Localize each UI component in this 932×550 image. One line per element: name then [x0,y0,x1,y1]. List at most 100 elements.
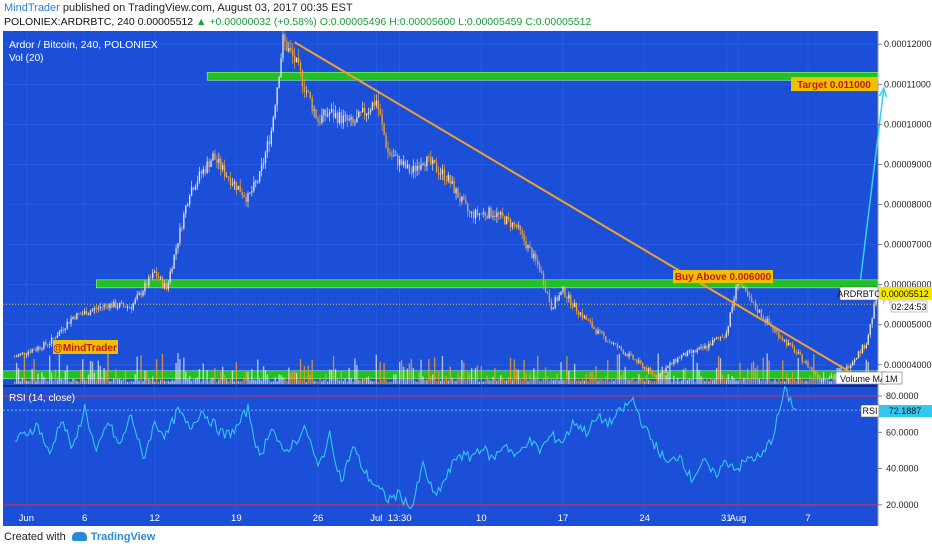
candle-body [785,339,788,346]
volume-bar [365,377,368,384]
volume-bar [39,380,41,384]
volume-bar [54,369,57,384]
candle-body [344,115,346,117]
tradingview-brand[interactable]: TradingView [90,531,156,543]
volume-bar [503,380,506,384]
candle-body [509,219,512,227]
author-link[interactable]: MindTrader [4,2,60,14]
chart-area[interactable]: 0.00012000 0.00011000 0.00010000 0.00009000… [0,25,932,526]
candle-body [535,253,537,261]
volume-bar [443,379,446,384]
main-panel[interactable] [3,31,878,386]
candle-body [678,357,681,359]
volume-bar [653,380,656,384]
volume-bar [550,378,553,384]
volume-bar [78,381,80,384]
candle-body [583,315,586,318]
candle-body [774,329,776,331]
rsi-panel[interactable] [3,386,878,509]
footer: Created with TradingView [4,531,155,543]
volume-bar [414,380,416,384]
volume-bar [393,374,395,384]
candle-body [622,350,624,355]
candle-body [70,318,72,324]
volume-bar [122,378,125,384]
volume-bar [527,380,529,384]
candle-body [315,109,317,119]
candle-body [284,34,286,42]
volume-bar [632,377,634,384]
candle-body [657,377,659,379]
candle-body [766,318,768,323]
candle-body [638,360,640,363]
candle-body [408,164,411,173]
candle-body [616,343,619,348]
volume-bar [764,380,766,384]
price-axis[interactable] [878,31,932,526]
candle-body [227,176,230,179]
target-zone [206,71,879,81]
volume-bar [657,353,659,384]
candle-body [523,234,525,241]
volume-bar [295,372,298,384]
volume-bar [83,379,86,384]
volume-bar [498,378,500,384]
volume-bar [103,367,105,384]
volume-bar [161,353,164,384]
volume-bar [686,380,689,384]
volume-bar [397,380,399,384]
candle-body [579,312,582,315]
volume-bar [756,365,759,384]
candle-body [301,70,304,87]
candle-body [146,283,148,286]
candle-body [597,330,599,334]
candle-body [665,367,667,373]
volume-bar [235,362,238,384]
volume-bar [597,380,599,384]
candle-body [352,117,354,123]
candle-body [350,117,352,120]
candle-body [354,122,356,124]
candle-body [430,156,432,164]
volume-bar [601,379,603,384]
candle-body [124,306,127,308]
candle-body [422,163,424,165]
volume-bar [449,366,451,384]
volume-bar [253,379,255,384]
volume-bar [700,376,702,384]
volume-bar [540,380,543,384]
volume-bar [521,380,523,384]
volume-bar [488,379,490,384]
candle-body [871,318,873,325]
candle-body [645,367,648,372]
candle-body [295,57,298,62]
candle-body [225,176,228,178]
volume-bar [257,359,259,384]
volume-bar [150,380,152,384]
candle-body [128,306,131,308]
volume-bar [132,381,134,384]
time-tick-label: 17 [558,513,569,524]
ohlc-low-value: 0.00005459 [466,16,523,28]
volume-bar [208,380,210,384]
volume-bar [721,374,724,384]
price-tag-value: 0.00005512 [881,289,929,299]
chart-svg[interactable]: 0.00012000 0.00011000 0.00010000 0.00009000… [0,25,932,526]
volume-bar [593,379,595,384]
candle-body [292,50,294,56]
volume-bar [113,378,115,384]
volume-bar [624,366,626,384]
volume-bar [327,381,329,384]
volume-bar [369,380,372,384]
target-label-box: Target 0.011000 [791,77,878,91]
volume-bar [21,378,24,384]
volume-bar [66,365,68,384]
volume-bar [241,380,243,384]
volume-bar [622,371,624,384]
candle-body [68,322,70,324]
volume-bar [187,378,189,384]
candle-body [264,152,267,164]
candle-body [282,34,284,59]
candle-body [173,254,175,269]
volume-bar [301,380,304,384]
